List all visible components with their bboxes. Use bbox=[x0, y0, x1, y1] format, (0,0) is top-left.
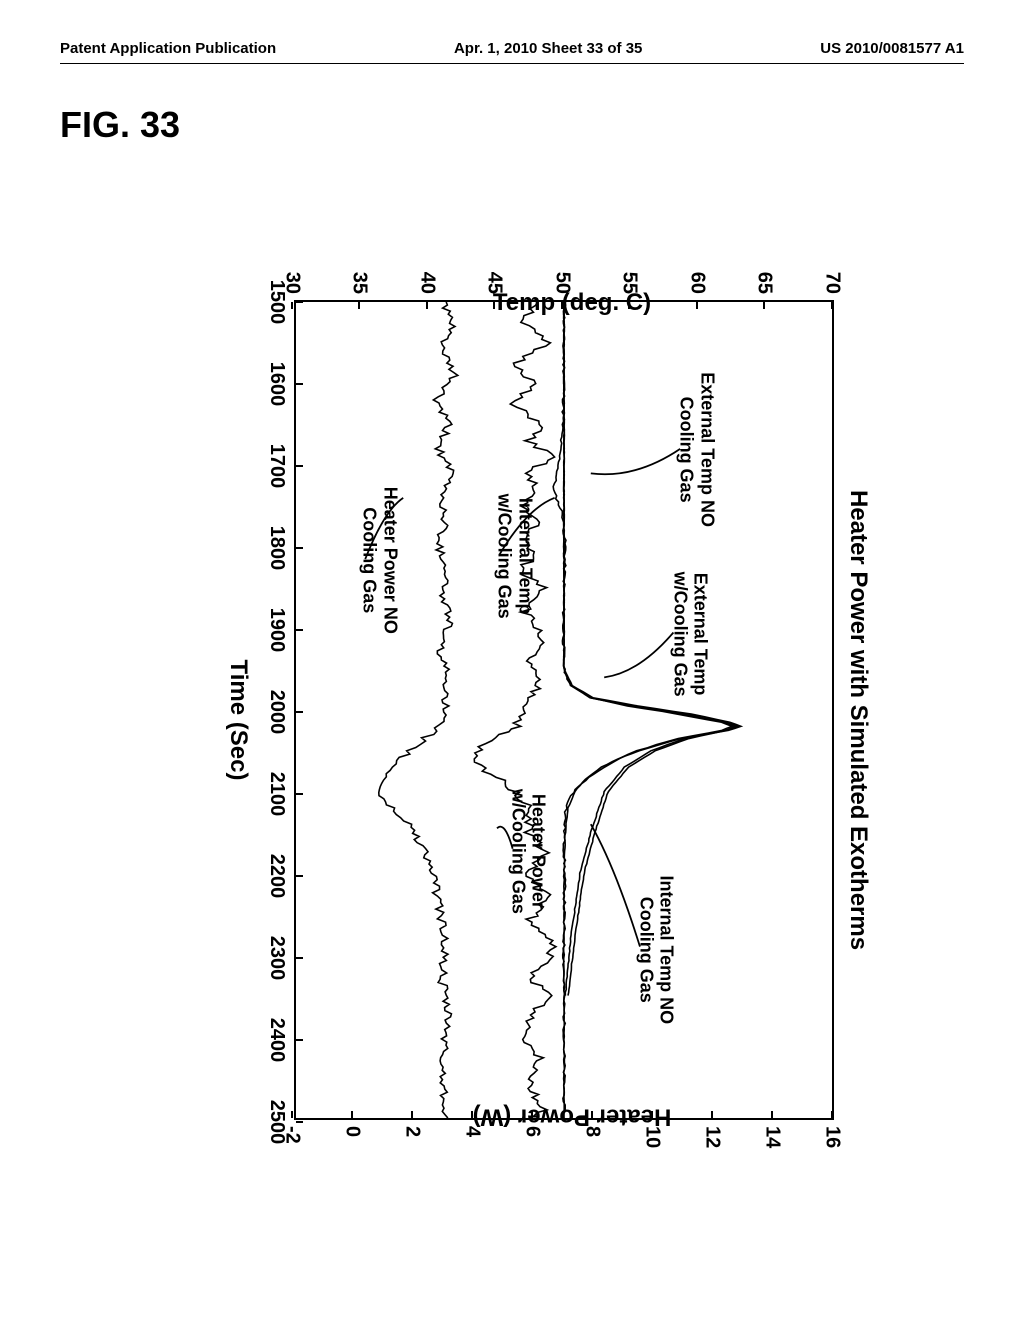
series-heater-power-no-cooling bbox=[379, 302, 458, 1118]
tick-mark bbox=[296, 301, 303, 303]
y-right-tick-label: 8 bbox=[581, 1126, 604, 1137]
plot-area: 303540455055606570-202468101214161500160… bbox=[294, 300, 834, 1120]
y-right-tick-label: 16 bbox=[821, 1126, 844, 1148]
x-axis-label: Time (Sec) bbox=[224, 210, 252, 1230]
annotation-leader-ext_temp_no_cool bbox=[591, 449, 680, 474]
tick-mark bbox=[351, 1111, 353, 1118]
tick-mark bbox=[771, 1111, 773, 1118]
y-left-tick-label: 70 bbox=[821, 272, 844, 294]
tick-mark bbox=[471, 1111, 473, 1118]
tick-mark bbox=[296, 793, 303, 795]
tick-mark bbox=[651, 1111, 653, 1118]
annotation-int_temp_no_cool: Internal Temp NOCooling Gas bbox=[636, 875, 677, 1024]
tick-mark bbox=[296, 957, 303, 959]
header-right: US 2010/0081577 A1 bbox=[820, 40, 964, 57]
annotation-ext_temp_cool: External Tempw/Cooling Gas bbox=[670, 572, 711, 697]
x-tick-label: 2300 bbox=[265, 936, 288, 981]
tick-mark bbox=[831, 1111, 833, 1118]
tick-mark bbox=[296, 383, 303, 385]
x-tick-label: 2500 bbox=[265, 1100, 288, 1145]
y-right-tick-label: 14 bbox=[761, 1126, 784, 1148]
x-tick-label: 2200 bbox=[265, 854, 288, 899]
annotation-heat_pow_no_cool: Heater Power NOCooling Gas bbox=[359, 487, 400, 634]
tick-mark bbox=[296, 875, 303, 877]
tick-mark bbox=[291, 1111, 293, 1118]
page: Patent Application Publication Apr. 1, 2… bbox=[0, 0, 1024, 1320]
y-left-tick-label: 50 bbox=[551, 272, 574, 294]
figure-inner: Heater Power with Simulated Exotherms Te… bbox=[152, 210, 872, 1230]
y-right-tick-label: 4 bbox=[461, 1126, 484, 1137]
x-tick-label: 1600 bbox=[265, 362, 288, 407]
chart-title: Heater Power with Simulated Exotherms bbox=[844, 210, 872, 1230]
tick-mark bbox=[764, 302, 766, 309]
x-tick-label: 2100 bbox=[265, 772, 288, 817]
y-left-tick-label: 55 bbox=[618, 272, 641, 294]
tick-mark bbox=[296, 711, 303, 713]
tick-mark bbox=[561, 302, 563, 309]
y-right-tick-label: 10 bbox=[641, 1126, 664, 1148]
figure-label: FIG. 33 bbox=[60, 104, 964, 146]
tick-mark bbox=[531, 1111, 533, 1118]
tick-mark bbox=[591, 1111, 593, 1118]
tick-mark bbox=[296, 1121, 303, 1123]
tick-mark bbox=[291, 302, 293, 309]
tick-mark bbox=[411, 1111, 413, 1118]
tick-mark bbox=[629, 302, 631, 309]
tick-mark bbox=[296, 629, 303, 631]
y-right-tick-label: 2 bbox=[401, 1126, 424, 1137]
annotation-leader-ext_temp_cool bbox=[604, 632, 673, 677]
tick-mark bbox=[296, 465, 303, 467]
y-left-tick-label: 40 bbox=[416, 272, 439, 294]
series-heater-power-cooling bbox=[474, 302, 556, 1118]
header-center: Apr. 1, 2010 Sheet 33 of 35 bbox=[454, 40, 642, 57]
tick-mark bbox=[426, 302, 428, 309]
annotation-ext_temp_no_cool: External Temp NOCooling Gas bbox=[676, 372, 717, 527]
tick-mark bbox=[359, 302, 361, 309]
x-tick-label: 2400 bbox=[265, 1018, 288, 1063]
y-left-tick-label: 60 bbox=[686, 272, 709, 294]
x-tick-label: 2000 bbox=[265, 690, 288, 735]
y-left-tick-label: 35 bbox=[348, 272, 371, 294]
chart-svg bbox=[296, 302, 832, 1118]
y-right-tick-label: 12 bbox=[701, 1126, 724, 1148]
x-tick-label: 1800 bbox=[265, 526, 288, 571]
figure-container: Heater Power with Simulated Exotherms Te… bbox=[152, 210, 872, 1230]
annotation-int_temp_cool: Internal Tempw/Cooling Gas bbox=[494, 494, 535, 619]
x-tick-label: 1500 bbox=[265, 280, 288, 325]
tick-mark bbox=[831, 302, 833, 309]
y-left-tick-label: 65 bbox=[753, 272, 776, 294]
y-right-tick-label: 6 bbox=[521, 1126, 544, 1137]
annotation-leader-int_temp_no_cool bbox=[591, 824, 640, 946]
x-tick-label: 1900 bbox=[265, 608, 288, 653]
y-right-tick-label: 0 bbox=[341, 1126, 364, 1137]
tick-mark bbox=[296, 1039, 303, 1041]
tick-mark bbox=[696, 302, 698, 309]
y-left-tick-label: 45 bbox=[483, 272, 506, 294]
tick-mark bbox=[711, 1111, 713, 1118]
annotation-heat_pow_cool: Heater Powerw/Cooling Gas bbox=[508, 789, 549, 914]
tick-mark bbox=[494, 302, 496, 309]
page-header: Patent Application Publication Apr. 1, 2… bbox=[60, 40, 964, 64]
x-tick-label: 1700 bbox=[265, 444, 288, 489]
tick-mark bbox=[296, 547, 303, 549]
header-left: Patent Application Publication bbox=[60, 40, 276, 57]
